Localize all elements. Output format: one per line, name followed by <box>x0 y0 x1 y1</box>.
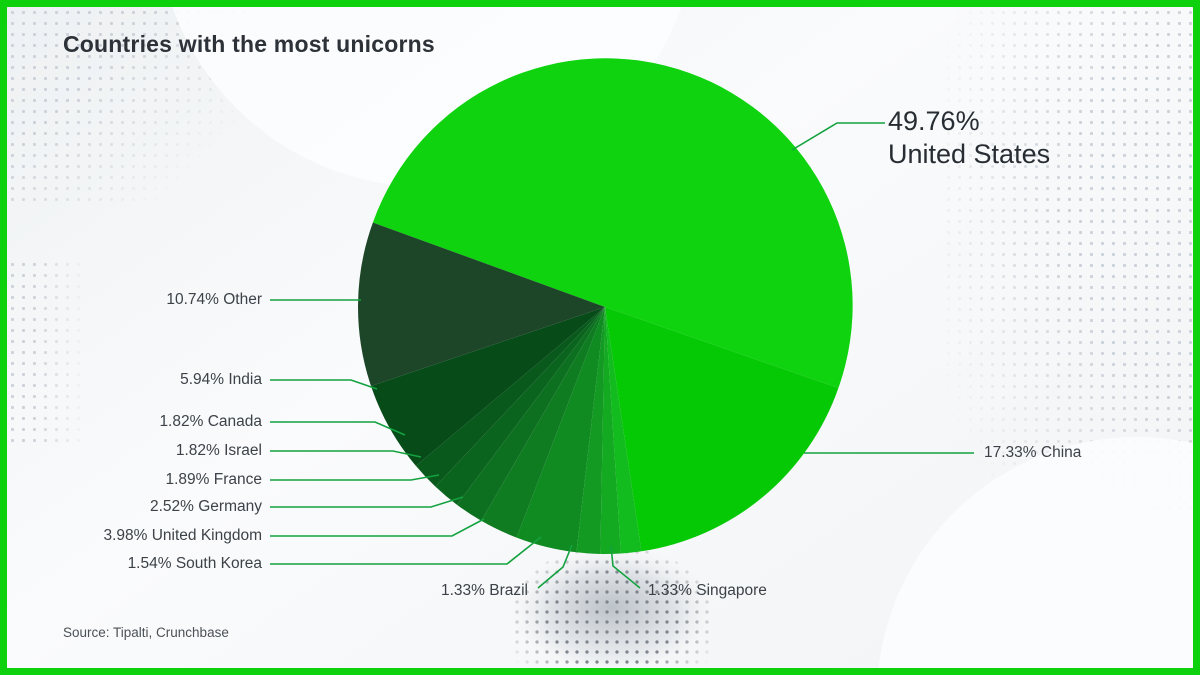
pie-slice-canada <box>415 307 605 487</box>
leader-line-brazil <box>537 544 573 589</box>
slice-label-percent: 49.76% <box>888 106 980 136</box>
pie-slice-united-kingdom <box>516 307 605 553</box>
leader-line-canada <box>270 421 406 436</box>
pie-slice-germany <box>481 307 605 538</box>
slice-label-canada: 1.82% Canada <box>159 413 262 430</box>
leader-line-united-kingdom <box>270 518 485 537</box>
pie-slice-france <box>456 307 605 521</box>
slice-label-other: 10.74% Other <box>166 291 262 308</box>
slice-label-israel: 1.82% Israel <box>175 442 262 459</box>
chart-title: Countries with the most unicorns <box>63 31 435 57</box>
slice-label-china: 17.33% China <box>984 444 1082 461</box>
leader-line-singapore <box>610 545 641 589</box>
leader-line-germany <box>270 496 464 508</box>
slice-label-united-kingdom: 3.98% United Kingdom <box>103 527 262 544</box>
leader-line-france <box>270 474 440 481</box>
pie-slice-china <box>605 307 839 552</box>
leader-line-united-states <box>791 122 885 151</box>
slice-label-brazil: 1.33% Brazil <box>440 582 528 599</box>
pie-slice-israel <box>435 307 605 505</box>
pie-slice-india <box>371 307 605 466</box>
slice-label-singapore: 1.33% Singapore <box>648 582 767 599</box>
leader-line-india <box>270 379 378 390</box>
slice-label-germany: 2.52% Germany <box>150 498 262 515</box>
pie-slice-brazil <box>600 307 621 555</box>
pie-chart <box>270 58 974 589</box>
slice-label-country: United States <box>888 139 1051 169</box>
slice-label-france: 1.89% France <box>165 471 263 488</box>
slice-label-india: 5.94% India <box>180 371 262 388</box>
pie-slice-singapore <box>605 307 642 554</box>
pie-slice-united-states <box>372 58 853 388</box>
leader-line-israel <box>270 450 422 458</box>
slice-label-south-korea: 1.54% South Korea <box>127 555 262 572</box>
leader-line-south-korea <box>270 536 542 565</box>
slice-label-united-states: 49.76% United States <box>888 105 1050 171</box>
pie-slice-south-korea <box>576 307 605 554</box>
pie-slice-other <box>358 222 605 386</box>
source-attribution: Source: Tipalti, Crunchbase <box>63 625 229 640</box>
callout-labels-layer: 49.76% United States 17.33% China 1.33% Sin… <box>7 7 1193 668</box>
